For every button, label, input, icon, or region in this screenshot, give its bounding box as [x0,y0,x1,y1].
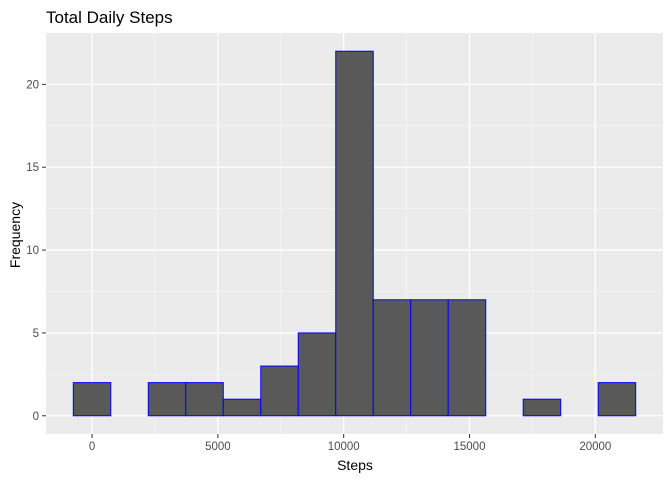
histogram-bar [222,398,262,417]
y-tick-label: 0 [33,411,39,423]
histogram-bar [410,299,449,417]
histogram-bar [72,382,112,417]
chart-title: Total Daily Steps [46,8,173,27]
histogram-bar [297,332,337,417]
histogram-bar [372,299,412,417]
x-tick-label: 10000 [328,441,360,453]
x-axis: 0 5000 10000 15000 20000 [89,434,611,453]
histogram-bar [597,382,637,417]
x-tick-label: 20000 [579,441,611,453]
x-tick-label: 5000 [205,441,231,453]
histogram-bar [335,50,374,417]
x-tick-label: 0 [89,441,95,453]
y-tick-label: 15 [26,162,39,174]
histogram-bar [147,382,187,417]
x-axis-label: Steps [337,457,373,473]
x-tick-label: 15000 [454,441,486,453]
y-axis-label: Frequency [7,202,23,268]
histogram-bar [260,365,299,417]
y-axis: 0 5 10 15 20 [26,79,46,423]
y-tick-label: 10 [26,245,39,257]
histogram-bars [72,50,637,417]
y-tick-label: 20 [26,79,39,91]
y-tick-label: 5 [33,328,39,340]
histogram-bar [447,299,487,417]
histogram-bar [522,398,562,417]
histogram-bar [185,382,224,417]
